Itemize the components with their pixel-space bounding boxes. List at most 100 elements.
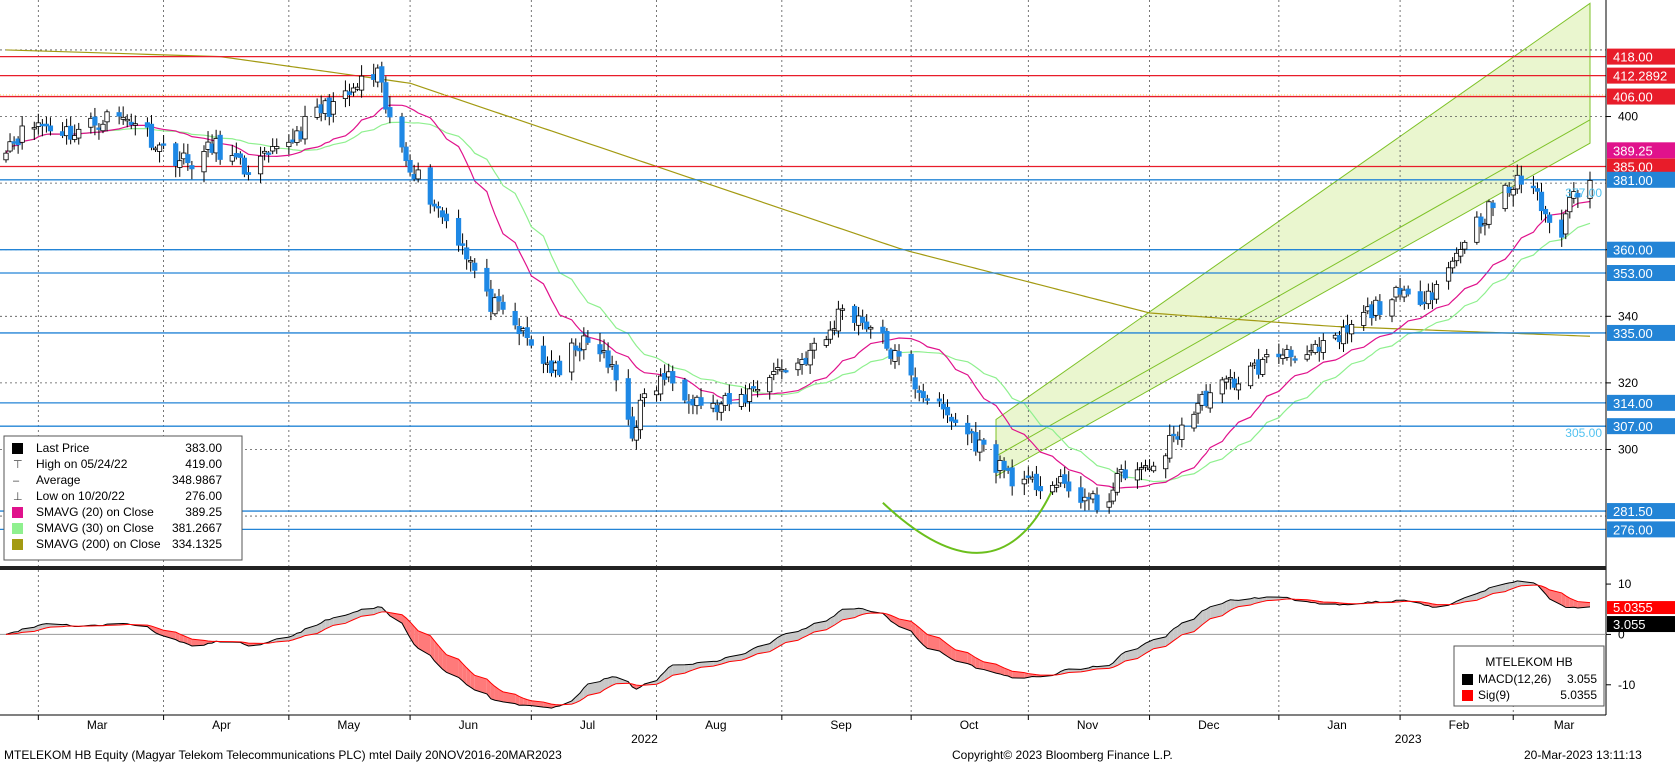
macd-diff-fill bbox=[1549, 589, 1562, 606]
macd-diff-fill bbox=[656, 675, 661, 685]
macd-diff-fill bbox=[806, 625, 811, 637]
macd-diff-fill bbox=[1561, 592, 1566, 608]
legend-label: SMAVG (20) on Close bbox=[36, 505, 154, 519]
macd-diff-fill bbox=[345, 613, 350, 624]
macd-diff-fill bbox=[814, 620, 827, 632]
macd-diff-fill bbox=[858, 608, 863, 616]
candle-body bbox=[1142, 465, 1149, 468]
macd-diff-fill bbox=[608, 676, 613, 688]
candle-body bbox=[585, 337, 591, 343]
macd-diff-fill bbox=[466, 667, 471, 688]
candle-body bbox=[431, 203, 437, 207]
resistance-label: 385.00 bbox=[1613, 159, 1653, 174]
macd-diff-fill bbox=[329, 617, 334, 628]
support-label-bg bbox=[1607, 324, 1675, 341]
candle-body bbox=[415, 169, 421, 180]
macd-diff-fill bbox=[571, 696, 576, 705]
candle-body bbox=[851, 305, 858, 323]
candle-body bbox=[1534, 188, 1541, 192]
candle-body bbox=[160, 143, 167, 146]
macd-diff-fill bbox=[899, 618, 912, 632]
macd-diff-fill bbox=[462, 663, 467, 685]
macd-diff-fill bbox=[692, 662, 697, 670]
macd-diff-fill bbox=[446, 654, 459, 678]
macd-diff-fill bbox=[971, 655, 976, 669]
macd-diff-fill bbox=[519, 696, 524, 706]
candle-body bbox=[977, 439, 983, 453]
macd-diff-fill bbox=[951, 647, 956, 662]
macd-diff-fill bbox=[377, 606, 382, 614]
legend-swatch bbox=[12, 539, 23, 550]
macd-diff-fill bbox=[1238, 598, 1251, 607]
macd-diff-fill bbox=[919, 627, 924, 645]
candle-body bbox=[1207, 392, 1213, 409]
macd-diff-fill bbox=[688, 664, 693, 672]
candle-body bbox=[1033, 473, 1040, 491]
x-axis-month-label: Dec bbox=[1198, 718, 1219, 732]
macd-diff-fill bbox=[785, 631, 798, 643]
candle-body bbox=[1223, 378, 1229, 383]
price-axis-tick-label: 300 bbox=[1618, 442, 1638, 456]
macd-diff-fill bbox=[1210, 603, 1223, 619]
macd-diff-fill bbox=[1008, 669, 1013, 678]
candle-body bbox=[1340, 326, 1347, 345]
macd-diff-fill bbox=[1230, 599, 1235, 611]
macd-legend-swatch bbox=[1462, 690, 1473, 701]
candle-body bbox=[1474, 216, 1480, 243]
candle-body bbox=[156, 144, 163, 152]
macd-diff-fill bbox=[1541, 586, 1546, 594]
macd-diff-fill bbox=[498, 689, 504, 702]
macd-diff-fill bbox=[1194, 615, 1199, 632]
macd-diff-fill bbox=[458, 659, 463, 681]
legend-value: 348.9867 bbox=[172, 473, 222, 487]
candle-body bbox=[1320, 340, 1326, 353]
candle-body bbox=[132, 123, 138, 126]
candle-body bbox=[464, 247, 470, 260]
macd-diff-fill bbox=[22, 627, 35, 633]
macd-panel: 10 0 -10 5.0355 3.055 bbox=[0, 577, 1675, 709]
candle-body bbox=[148, 123, 155, 148]
candle-body bbox=[484, 267, 490, 292]
macd-diff-fill bbox=[1012, 671, 1025, 679]
candle-body bbox=[908, 353, 914, 376]
macd-diff-fill bbox=[781, 633, 786, 645]
macd-diff-fill bbox=[159, 628, 164, 637]
candle-body bbox=[920, 391, 926, 399]
macd-diff-fill bbox=[923, 631, 928, 649]
candle-body bbox=[1478, 216, 1484, 227]
fib-level-label: 305.00 bbox=[1565, 426, 1602, 440]
macd-diff-fill bbox=[802, 628, 807, 639]
macd-diff-fill bbox=[587, 681, 600, 696]
candle-body bbox=[1260, 359, 1266, 375]
macd-diff-fill bbox=[183, 635, 188, 645]
candle-body bbox=[1575, 192, 1581, 198]
candle-body bbox=[1114, 473, 1120, 493]
macd-diff-fill bbox=[442, 650, 447, 673]
candle-body bbox=[116, 112, 122, 117]
candle-body bbox=[1163, 455, 1169, 470]
candle-body bbox=[120, 116, 126, 120]
candle-body bbox=[524, 327, 530, 339]
resistance-label: 406.00 bbox=[1613, 90, 1653, 105]
support-label: 360.00 bbox=[1613, 243, 1653, 258]
macd-diff-fill bbox=[1173, 626, 1178, 641]
support-label: 281.50 bbox=[1613, 504, 1653, 519]
macd-diff-fill bbox=[187, 637, 192, 646]
macd-diff-fill bbox=[579, 687, 584, 701]
macd-diff-fill bbox=[292, 633, 297, 640]
candle-body bbox=[795, 362, 801, 371]
candle-body bbox=[981, 439, 987, 445]
macd-diff-fill bbox=[523, 698, 528, 706]
candle-body bbox=[948, 416, 955, 422]
macd-diff-fill bbox=[1513, 580, 1518, 589]
resistance-label: 412.2892 bbox=[1613, 69, 1667, 84]
macd-diff-fill bbox=[325, 619, 330, 630]
candle-body bbox=[698, 397, 704, 406]
candle-body bbox=[358, 75, 365, 91]
macd-diff-fill bbox=[163, 630, 176, 640]
candle-body bbox=[1009, 467, 1015, 487]
candle-body bbox=[1231, 378, 1238, 388]
legend-marker: ⊤ bbox=[13, 459, 23, 471]
macd-diff-fill bbox=[438, 645, 443, 670]
macd-diff-fill bbox=[911, 621, 916, 637]
